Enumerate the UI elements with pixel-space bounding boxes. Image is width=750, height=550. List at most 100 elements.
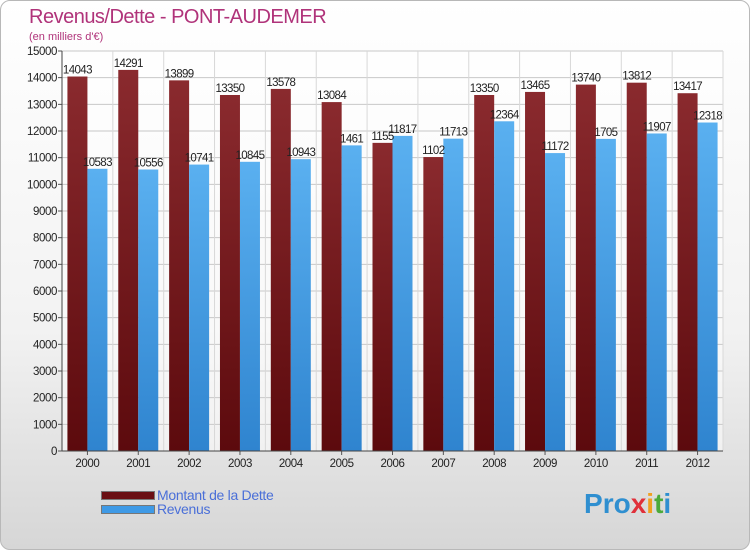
y-tick-label: 0	[51, 446, 57, 458]
x-tick-label: 2001	[126, 458, 150, 470]
y-tick-label: 12000	[27, 126, 57, 138]
bar-dette	[321, 102, 342, 452]
bar-revenus	[290, 159, 311, 452]
bar-revenus	[87, 168, 108, 451]
y-tick-label: 11000	[28, 153, 57, 165]
x-tick-label: 2000	[75, 458, 99, 470]
y-tick-label: 1000	[33, 419, 57, 431]
logo-letter: o	[613, 488, 631, 519]
y-tick-label: 14000	[27, 73, 57, 85]
chart-title: Revenus/Dette - PONT-AUDEMER	[29, 6, 327, 28]
bars-layer	[67, 69, 718, 452]
y-tick-label: 6000	[33, 286, 57, 298]
x-tick-label: 2010	[584, 458, 608, 470]
bar-dette	[575, 84, 596, 451]
bar-dette	[372, 142, 393, 451]
data-label-revenus: 12364	[490, 109, 520, 121]
x-tick-label: 2005	[330, 458, 354, 470]
labels-layer: 14043 10583 14291 10556 13899 10741 13350 10845…	[63, 58, 723, 170]
legend-label-revenus: Revenus	[157, 501, 211, 517]
legend-swatch-revenus	[101, 504, 155, 514]
bar-revenus	[341, 145, 362, 451]
bar-revenus	[545, 153, 566, 451]
logo-letter: i	[663, 488, 672, 519]
x-tick-label: 2006	[381, 458, 405, 470]
bar-dette	[626, 82, 647, 452]
y-tick-label: 15000	[27, 46, 57, 58]
data-label-revenus: 11172	[541, 141, 568, 153]
data-label-dette: 14043	[63, 65, 92, 77]
data-label-dette: 13740	[571, 73, 600, 85]
chart-subtitle: (en milliers d'€)	[29, 31, 104, 43]
bar-dette	[423, 157, 444, 451]
data-label-dette: 13417	[673, 81, 702, 93]
x-tick-label: 2004	[279, 458, 304, 470]
y-tick-label: 4000	[33, 339, 57, 351]
bar-dette	[677, 93, 698, 452]
y-tick-label: 2000	[33, 393, 57, 405]
data-label-revenus: 10943	[286, 147, 315, 159]
bar-revenus	[189, 164, 210, 451]
bar-dette	[270, 88, 291, 452]
x-tick-label: 2009	[533, 458, 557, 470]
bar-dette	[525, 91, 546, 451]
y-tick-label: 10000	[27, 179, 57, 191]
logo-letter: x	[630, 488, 647, 519]
bar-revenus	[494, 121, 515, 451]
data-label-dette: 1102	[422, 145, 445, 157]
data-label-revenus: 11817	[388, 124, 416, 136]
data-label-revenus: 10741	[185, 153, 214, 165]
data-label-revenus: 10556	[134, 158, 163, 170]
y-tick-label: 7000	[33, 259, 57, 271]
data-label-revenus: 1461	[340, 133, 363, 145]
bar-dette	[169, 80, 190, 452]
x-tick-label: 2002	[177, 458, 201, 470]
y-tick-label: 3000	[33, 366, 57, 378]
data-label-dette: 1155	[371, 131, 394, 143]
data-label-revenus: 11907	[643, 121, 671, 133]
data-label-revenus: 1705	[594, 127, 617, 139]
bar-dette	[118, 69, 139, 451]
data-label-revenus: 10583	[83, 157, 112, 169]
x-tick-label: 2011	[635, 458, 658, 470]
logo-letter: r	[602, 488, 614, 519]
bar-revenus	[443, 138, 464, 452]
legend-item-revenus: Revenus	[101, 501, 274, 517]
bar-dette	[67, 76, 88, 452]
x-tick-label: 2012	[686, 458, 710, 470]
y-tick-label: 8000	[33, 233, 57, 245]
legend-item-debt: Montant de la Dette	[101, 487, 274, 503]
logo-letter: t	[654, 488, 664, 519]
axis-layer: 0 1000 2000 3000 4000 5000 6000 7000 8000 9000 100…	[27, 46, 723, 470]
logo-letter: P	[584, 488, 603, 519]
data-label-revenus: 10845	[235, 150, 264, 162]
bar-dette	[474, 95, 495, 451]
bar-revenus	[595, 138, 616, 451]
y-tick-label: 9000	[33, 206, 57, 218]
bar-revenus	[646, 133, 667, 452]
bar-revenus	[697, 122, 718, 452]
bar-revenus	[392, 135, 413, 451]
data-label-revenus: 12318	[693, 111, 722, 123]
data-label-dette: 13084	[317, 90, 347, 102]
data-label-dette: 13812	[622, 71, 651, 83]
legend-label-debt: Montant de la Dette	[157, 487, 274, 503]
data-label-dette: 13350	[470, 83, 499, 95]
legend: Montant de la Dette Revenus	[101, 487, 274, 517]
data-label-dette: 13578	[266, 77, 295, 89]
x-tick-label: 2007	[431, 458, 455, 470]
legend-swatch-debt	[101, 490, 155, 500]
bar-dette	[219, 95, 240, 451]
data-label-dette: 14291	[114, 58, 143, 70]
data-label-revenus: 11713	[439, 127, 467, 139]
bar-revenus	[239, 161, 260, 452]
x-tick-label: 2008	[482, 458, 506, 470]
data-label-dette: 13465	[521, 80, 550, 92]
y-tick-label: 5000	[33, 313, 57, 325]
x-tick-label: 2003	[228, 458, 252, 470]
data-label-dette: 13350	[215, 83, 244, 95]
logo-letter: i	[646, 488, 655, 519]
bar-revenus	[138, 169, 159, 452]
